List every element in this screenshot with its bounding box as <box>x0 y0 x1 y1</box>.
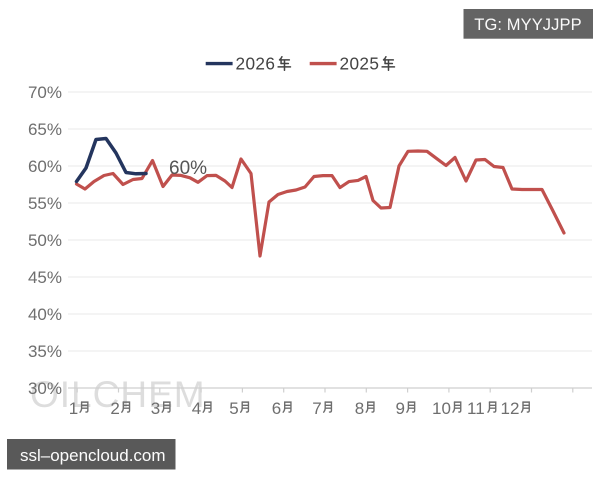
svg-text:50%: 50% <box>28 231 62 250</box>
svg-text:6: 6 <box>272 399 281 418</box>
svg-text:1: 1 <box>69 399 78 418</box>
svg-text:65%: 65% <box>28 120 62 139</box>
svg-text:40%: 40% <box>28 305 62 324</box>
svg-text:7: 7 <box>312 399 321 418</box>
svg-text:2: 2 <box>110 399 119 418</box>
svg-text:70%: 70% <box>28 83 62 102</box>
svg-text:3: 3 <box>151 399 160 418</box>
svg-text:9: 9 <box>396 399 405 418</box>
svg-text:55%: 55% <box>28 194 62 213</box>
svg-text:10: 10 <box>432 399 451 418</box>
svg-text:11: 11 <box>467 399 485 418</box>
svg-text:2026: 2026 <box>236 54 276 74</box>
svg-text:45%: 45% <box>28 268 62 287</box>
svg-text:4: 4 <box>192 399 201 418</box>
svg-text:12: 12 <box>501 399 520 418</box>
svg-text:60%: 60% <box>169 158 207 179</box>
svg-text:5: 5 <box>229 399 238 418</box>
svg-text:ssl–opencloud.com: ssl–opencloud.com <box>20 446 166 465</box>
svg-text:TG: MYYJJPP: TG: MYYJJPP <box>474 16 581 34</box>
svg-text:8: 8 <box>355 399 364 418</box>
svg-text:30%: 30% <box>28 379 62 398</box>
svg-text:35%: 35% <box>28 342 62 361</box>
svg-text:60%: 60% <box>28 157 62 176</box>
svg-text:2025: 2025 <box>340 54 380 74</box>
svg-text:OILCHEM: OILCHEM <box>30 374 206 415</box>
